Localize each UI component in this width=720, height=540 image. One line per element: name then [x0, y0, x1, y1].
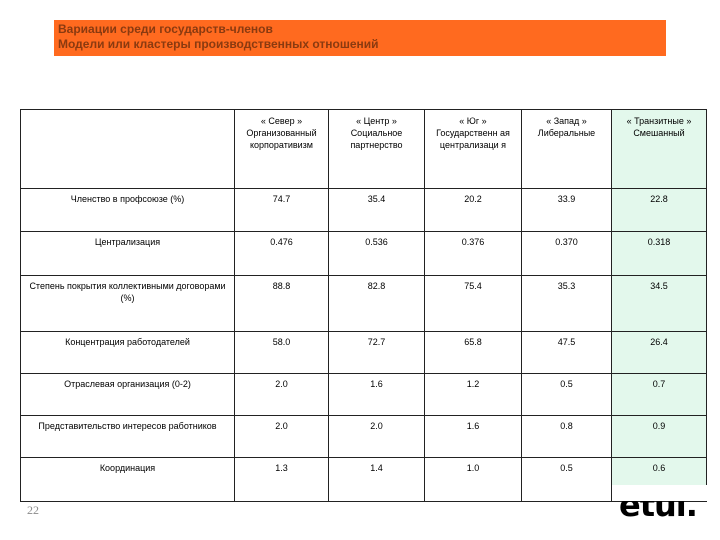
table-cell: 1.4	[328, 457, 425, 502]
table-cell: 0.5	[521, 457, 612, 502]
row-label-centralisation: Централизация	[20, 231, 235, 276]
table-cell: 33.9	[521, 188, 612, 232]
table-cell: 26.4	[611, 331, 707, 374]
table-row: Степень покрытия коллективными договорам…	[20, 275, 707, 332]
page-number: 22	[27, 503, 39, 517]
slide-subtitle: Модели или кластеры производственных отн…	[58, 37, 379, 51]
table-cell: 0.7	[611, 373, 707, 416]
table-row: Координация 1.3 1.4 1.0 0.5 0.6	[20, 457, 707, 502]
table-row: Централизация 0.476 0.536 0.376 0.370 0.…	[20, 231, 707, 276]
table-cell: 0.8	[521, 415, 612, 458]
table-cell: 65.8	[424, 331, 522, 374]
table-cell: 1.0	[424, 457, 522, 502]
table-cell: 35.3	[521, 275, 612, 332]
table-cell: 1.6	[328, 373, 425, 416]
column-header-transition: « Транзитные » Смешанный	[611, 109, 707, 189]
industrial-relations-table: « Север » Организованный корпоративизм «…	[20, 109, 707, 502]
table-cell: 34.5	[611, 275, 707, 332]
table-cell: 74.7	[234, 188, 329, 232]
slide-title-bar: Вариации среди государств-членов Модели …	[54, 20, 666, 56]
table-cell: 0.476	[234, 231, 329, 276]
table-cell: 47.5	[521, 331, 612, 374]
row-label-coordination: Координация	[20, 457, 235, 502]
table-header-row: « Север » Организованный корпоративизм «…	[20, 109, 707, 189]
slide-title: Вариации среди государств-членов	[58, 22, 273, 36]
table-cell: 0.318	[611, 231, 707, 276]
table-cell: 20.2	[424, 188, 522, 232]
table-cell: 2.0	[234, 415, 329, 458]
table-row: Членство в профсоюзе (%) 74.7 35.4 20.2 …	[20, 188, 707, 232]
table-corner-cell	[20, 109, 235, 189]
table-cell: 75.4	[424, 275, 522, 332]
row-label-employer-concentration: Концентрация работодателей	[20, 331, 235, 374]
table-cell: 1.2	[424, 373, 522, 416]
table-cell: 2.0	[328, 415, 425, 458]
row-label-sectoral-organisation: Отраслевая организация (0-2)	[20, 373, 235, 416]
table-cell: 0.9	[611, 415, 707, 458]
table-cell: 1.6	[424, 415, 522, 458]
table-cell: 82.8	[328, 275, 425, 332]
table-cell: 0.536	[328, 231, 425, 276]
table-cell: 0.376	[424, 231, 522, 276]
table-cell: 0.370	[521, 231, 612, 276]
table-cell: 2.0	[234, 373, 329, 416]
table-row: Представительство интересов работников 2…	[20, 415, 707, 458]
column-header-centre: « Центр » Социальное партнерство	[328, 109, 425, 189]
table-cell: 0.5	[521, 373, 612, 416]
table-cell: 35.4	[328, 188, 425, 232]
row-label-union-density: Членство в профсоюзе (%)	[20, 188, 235, 232]
row-label-bargaining-coverage: Степень покрытия коллективными договорам…	[20, 275, 235, 332]
table-cell: 22.8	[611, 188, 707, 232]
column-header-south: « Юг » Государственн ая централизаци я	[424, 109, 522, 189]
column-header-west: « Запад » Либеральные	[521, 109, 612, 189]
table-cell: 58.0	[234, 331, 329, 374]
table-cell: 88.8	[234, 275, 329, 332]
table-row: Концентрация работодателей 58.0 72.7 65.…	[20, 331, 707, 374]
column-header-north: « Север » Организованный корпоративизм	[234, 109, 329, 189]
table-cell: 72.7	[328, 331, 425, 374]
logo-crop-mask	[612, 485, 720, 501]
table-row: Отраслевая организация (0-2) 2.0 1.6 1.2…	[20, 373, 707, 416]
table-cell: 1.3	[234, 457, 329, 502]
row-label-employee-representation: Представительство интересов работников	[20, 415, 235, 458]
